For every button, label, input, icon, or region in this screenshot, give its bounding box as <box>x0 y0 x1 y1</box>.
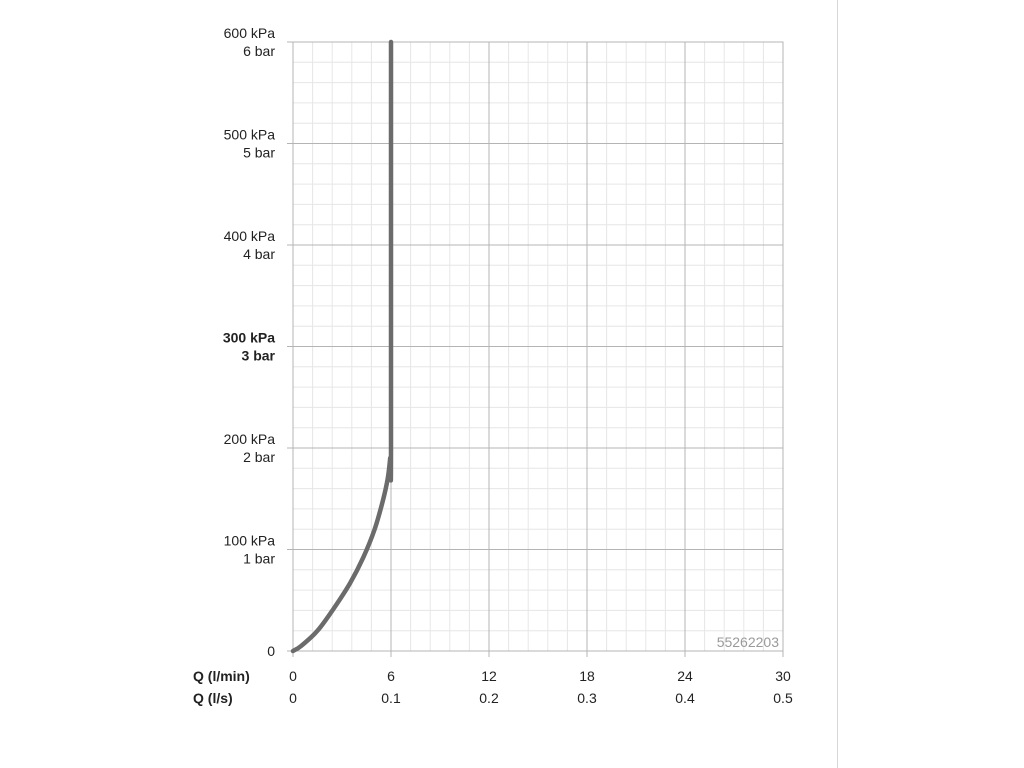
x-axis-row-label: Q (l/min) <box>193 668 250 684</box>
x-axis-labels: Q (l/min) 0 6 12 18 24 30 Q (l/s) 0 0.1 0.2 0.3 0.4 0… <box>193 668 793 706</box>
y-tick-sublabel: 4 bar <box>243 246 275 262</box>
y-tick-label: 400 kPa <box>224 228 276 244</box>
y-tick-sublabel: 2 bar <box>243 449 275 465</box>
y-tick-label: 200 kPa <box>224 431 276 447</box>
x-tick-label: 0.2 <box>479 690 499 706</box>
series-line <box>290 39 394 654</box>
x-tick-label: 18 <box>579 668 595 684</box>
major-grid <box>287 41 784 657</box>
y-axis-labels: 0 100 kPa 1 bar 200 kPa 2 bar 300 kPa 3 bar 400… <box>223 25 276 659</box>
page-divider <box>837 0 838 768</box>
y-tick-label: 600 kPa <box>224 25 276 41</box>
y-tick-label: 500 kPa <box>224 127 276 143</box>
x-tick-label: 0.5 <box>773 690 793 706</box>
x-tick-label: 6 <box>387 668 395 684</box>
y-tick-label: 0 <box>267 643 275 659</box>
x-tick-label: 0.1 <box>381 690 401 706</box>
y-tick-label: 100 kPa <box>224 533 276 549</box>
y-tick-sublabel: 3 bar <box>242 348 276 364</box>
plot-frame <box>292 41 784 652</box>
x-tick-label: 12 <box>481 668 497 684</box>
x-tick-label: 0 <box>289 690 297 706</box>
x-tick-label: 24 <box>677 668 693 684</box>
x-tick-label: 0.3 <box>577 690 597 706</box>
series-layer <box>290 39 394 654</box>
y-tick-sublabel: 1 bar <box>243 551 275 567</box>
y-tick-sublabel: 6 bar <box>243 43 275 59</box>
y-tick-label: 300 kPa <box>223 330 275 346</box>
x-tick-label: 0.4 <box>675 690 695 706</box>
x-tick-label: 30 <box>775 668 791 684</box>
x-axis-row-label: Q (l/s) <box>193 690 233 706</box>
x-tick-label: 0 <box>289 668 297 684</box>
y-tick-sublabel: 5 bar <box>243 145 275 161</box>
annotation-code: 55262203 <box>717 634 780 650</box>
